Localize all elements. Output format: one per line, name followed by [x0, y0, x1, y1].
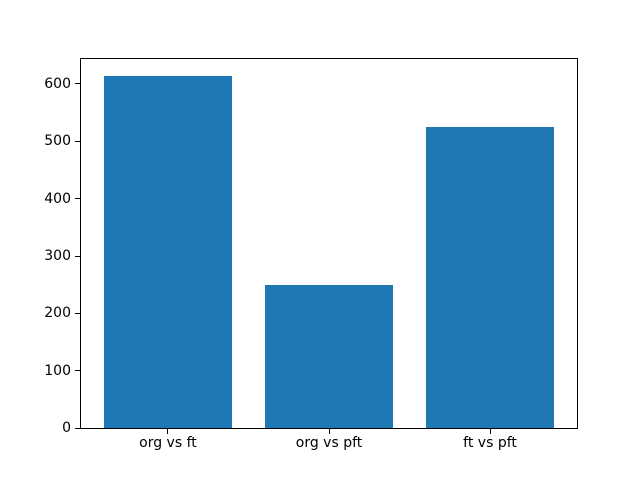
y-tick-mark: [75, 83, 80, 85]
x-tick-mark: [489, 429, 491, 435]
axes-plot-area: 0 100 200 300 400 500 600 org vs ft org vs pft ft…: [44, 57, 578, 451]
y-tick-label: 300: [44, 248, 71, 265]
y-tick-mark: [75, 427, 80, 429]
x-tick-label: org vs pft: [295, 434, 363, 451]
y-tick-label: 100: [44, 362, 71, 379]
x-tick-mark: [328, 429, 330, 435]
x-tick-mark: [167, 429, 169, 435]
y-tick-mark: [75, 312, 80, 314]
y-tick-mark: [75, 255, 80, 257]
bar-ft-vs-pft: [425, 126, 555, 429]
y-tick-label: 0: [62, 420, 71, 437]
bar-org-vs-ft: [103, 76, 233, 429]
y-tick-mark: [75, 198, 80, 200]
y-tick-mark: [75, 140, 80, 142]
y-tick-label: 400: [44, 190, 71, 207]
x-tick-label: org vs ft: [139, 434, 197, 451]
y-tick-label: 500: [44, 133, 71, 150]
y-tick-label: 200: [44, 305, 71, 322]
y-tick-mark: [75, 370, 80, 372]
bar-org-vs-pft: [264, 284, 394, 429]
x-tick-label: ft vs pft: [463, 434, 517, 451]
y-tick-label: 600: [44, 75, 71, 92]
